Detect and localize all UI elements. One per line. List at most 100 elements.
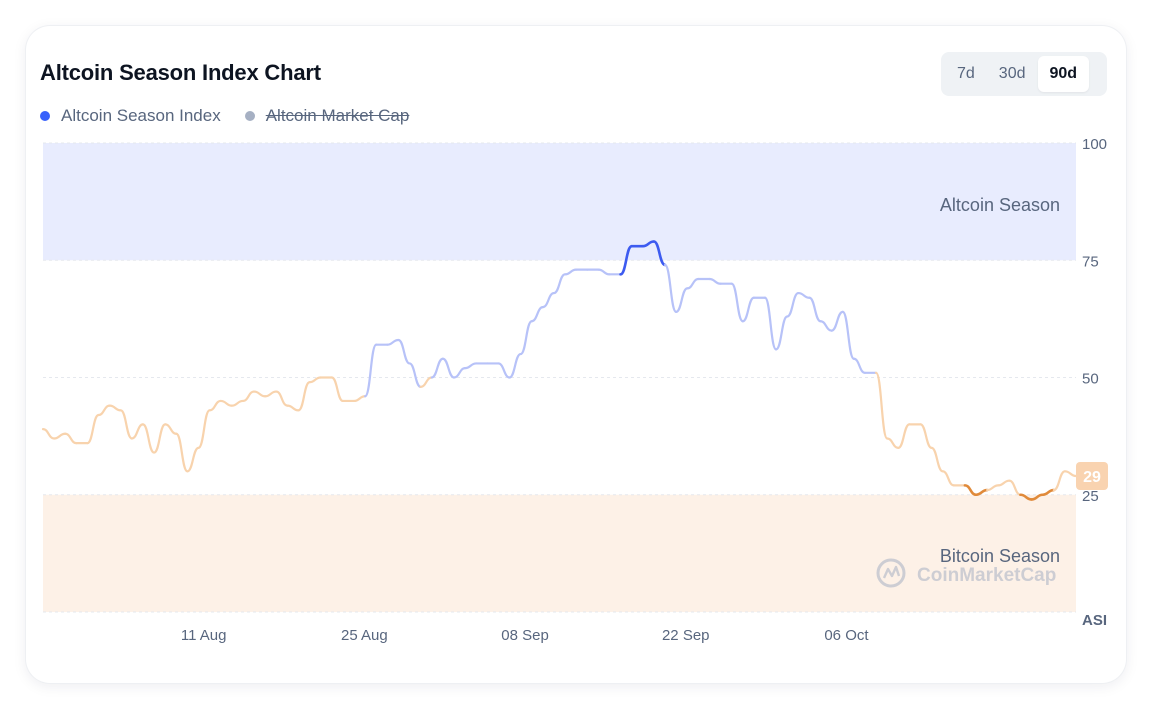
series-segment: [53, 432, 67, 440]
series-segment: [919, 423, 933, 449]
current-value-label: 29: [1083, 469, 1101, 486]
series-segment: [763, 296, 778, 351]
series-segment: [874, 371, 889, 440]
series-segment: [408, 362, 422, 388]
coinmarketcap-logo-mark: [882, 565, 901, 579]
series-segment: [186, 446, 200, 473]
y-tick-label: 25: [1082, 488, 1099, 505]
series-segment: [397, 338, 411, 365]
legend-dot-icon: [40, 111, 50, 121]
series-segment: [463, 362, 478, 370]
altcoin-season-zone: [43, 143, 1076, 261]
legend-label: Altcoin Season Index: [61, 106, 221, 125]
watermark-text: CoinMarketCap: [917, 565, 1056, 586]
series-segment: [441, 357, 456, 379]
series-segment: [41, 427, 56, 440]
series-segment: [219, 399, 233, 407]
series-segment: [64, 432, 78, 445]
series-segment: [175, 432, 189, 473]
series-segment: [508, 352, 522, 379]
current-value-badge: [1076, 461, 1108, 490]
series-segment: [419, 376, 433, 388]
series-segment: [108, 404, 122, 412]
range-90d-button[interactable]: 90d: [1037, 56, 1090, 92]
series-segment: [430, 357, 444, 379]
series-segment: [230, 399, 245, 407]
bitcoin-season-zone: [43, 494, 1076, 612]
chart-title: Altcoin Season Index Chart: [40, 60, 321, 85]
series-segment: [297, 381, 311, 412]
range-7d-button[interactable]: 7d: [945, 56, 987, 92]
series-segment: [197, 409, 211, 449]
series-segment: [941, 470, 955, 487]
series-segment: [930, 446, 944, 473]
y-tick-label: 100: [1082, 136, 1107, 153]
series-segment: [119, 409, 133, 440]
x-tick-label: 25 Aug: [341, 627, 388, 644]
series-segment: [997, 479, 1011, 487]
asi-line-chart[interactable]: 25 50 75 100 ASI 11 Aug 25 Aug 08 Sep 22 Sep 06 O…: [26, 26, 1126, 683]
series-segment: [786, 291, 800, 318]
series-segment: [852, 357, 867, 374]
series-segment: [386, 338, 400, 346]
series-line-altcoin-season-index: [41, 240, 1078, 501]
series-segment: [264, 390, 278, 398]
series-segment: [830, 310, 844, 332]
series-segment: [330, 376, 345, 403]
x-tick-label: 06 Oct: [824, 627, 869, 644]
series-segment: [841, 310, 855, 360]
series-segment: [675, 287, 689, 313]
zone-label-altcoin-season: Altcoin Season: [940, 195, 1060, 215]
series-segment: [808, 296, 822, 323]
series-segment: [308, 376, 322, 384]
x-tick-label: 22 Sep: [662, 627, 710, 644]
series-segment: [241, 390, 256, 403]
series-segment: [130, 423, 145, 440]
series-segment: [1052, 470, 1066, 492]
series-segment: [663, 263, 678, 313]
y-tick-label: 75: [1082, 253, 1099, 270]
series-segment: [974, 488, 989, 497]
series-segment: [708, 277, 722, 285]
series-segment: [352, 395, 367, 403]
series-segment: [730, 282, 744, 323]
zone-label-bitcoin-season: Bitcoin Season: [940, 546, 1060, 566]
series-segment: [541, 291, 556, 309]
series-segment: [652, 240, 667, 267]
series-segment: [97, 404, 111, 417]
series-segment: [530, 306, 544, 323]
series-segment: [208, 399, 222, 412]
series-segment: [86, 413, 100, 445]
series-segment: [686, 277, 700, 290]
chart-card: Altcoin Season Index Chart 7d 30d 90d Al…: [26, 26, 1126, 683]
coinmarketcap-watermark: CoinMarketCap: [876, 558, 1056, 588]
legend-item-altcoin-market-cap[interactable]: Altcoin Market Cap: [244, 106, 409, 126]
series-segment: [1041, 488, 1056, 497]
series-segment: [552, 273, 567, 295]
series-segment: [619, 244, 633, 276]
series-segment: [963, 484, 978, 497]
series-segment: [986, 484, 1000, 492]
chart-legend: Altcoin Season Index Altcoin Market Cap: [40, 106, 409, 126]
range-30d-button[interactable]: 30d: [987, 56, 1038, 92]
series-segment: [275, 390, 289, 407]
legend-item-altcoin-season-index[interactable]: Altcoin Season Index: [40, 106, 221, 126]
time-range-toggle: 7d 30d 90d: [941, 52, 1107, 96]
series-segment: [286, 404, 300, 412]
series-segment: [364, 343, 378, 398]
series-segment: [164, 423, 178, 435]
x-tick-label: 08 Sep: [501, 627, 549, 644]
series-segment: [452, 367, 467, 379]
series-segment: [797, 291, 811, 299]
series-segment: [774, 315, 789, 351]
series-segment: [741, 296, 755, 323]
coinmarketcap-logo-icon: [876, 558, 906, 588]
series-segment: [563, 268, 578, 276]
legend-dot-icon: [244, 111, 255, 121]
x-tick-label: 11 Aug: [181, 627, 227, 644]
series-segment: [1008, 479, 1022, 496]
series-segment: [152, 423, 167, 454]
y-tick-label: 50: [1082, 371, 1099, 388]
series-segment: [519, 320, 533, 356]
series-segment: [819, 320, 833, 332]
